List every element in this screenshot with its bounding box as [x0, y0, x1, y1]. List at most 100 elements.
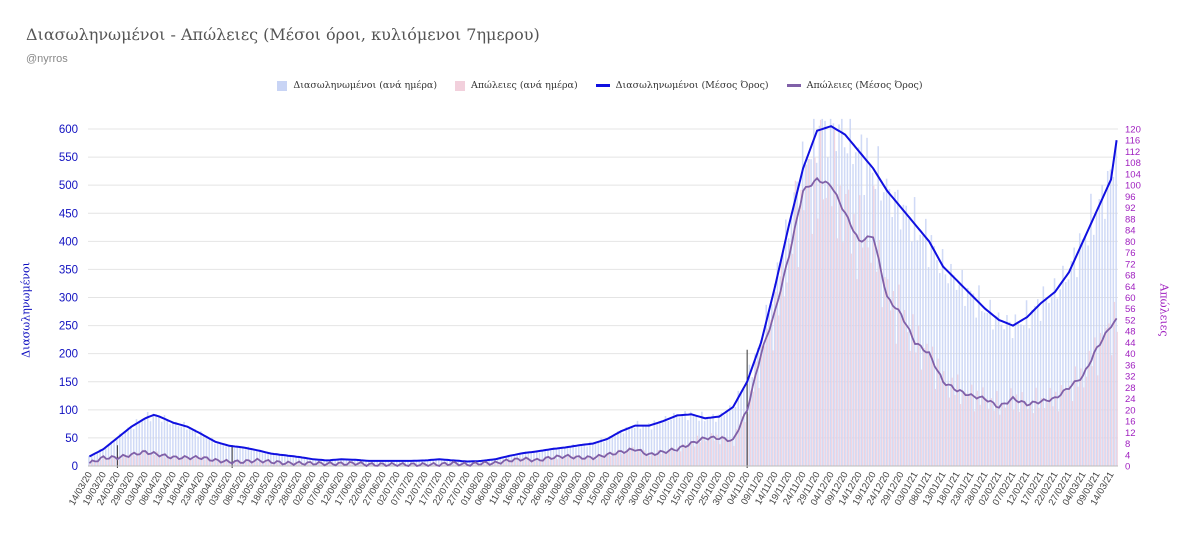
bar-daily-intubated [829, 118, 832, 466]
bar-daily-intubated [1036, 299, 1039, 466]
bar-daily-deaths [223, 461, 226, 466]
bar-daily-deaths [442, 463, 444, 466]
bar-daily-intubated [731, 407, 734, 466]
bar-daily-deaths [181, 456, 184, 466]
bar-daily-deaths [912, 314, 914, 466]
bar-daily-deaths [1032, 413, 1034, 466]
bar-daily-intubated [225, 446, 227, 466]
bar-daily-intubated [141, 420, 143, 466]
bar-daily-intubated [720, 412, 723, 466]
legend-item-avg-deaths[interactable]: Απώλειες (Μέσος Όρος) [786, 80, 923, 91]
bar-daily-intubated [625, 426, 628, 466]
bar-daily-deaths [248, 461, 251, 466]
bar-daily-deaths [780, 256, 782, 466]
bar-daily-intubated [762, 343, 765, 466]
y-tick-label-left: 50 [65, 433, 78, 445]
bar-daily-deaths [506, 460, 508, 466]
bar-daily-deaths [663, 451, 665, 466]
bar-daily-intubated [827, 157, 829, 467]
bar-daily-deaths [803, 210, 805, 466]
bar-daily-intubated [1070, 261, 1073, 466]
bar-daily-deaths [671, 447, 673, 466]
bar-daily-intubated [855, 152, 857, 466]
bar-daily-deaths [721, 435, 724, 466]
bar-daily-deaths [825, 197, 827, 467]
legend-item-avg-intubated[interactable]: Διασωληνωμένοι (Μέσος Όρος) [595, 80, 769, 91]
bar-daily-intubated [967, 287, 969, 466]
bar-daily-deaths [486, 463, 489, 466]
bar-daily-intubated [130, 425, 132, 466]
bar-daily-intubated [376, 460, 378, 466]
bar-daily-intubated [1081, 239, 1084, 466]
bar-daily-deaths [562, 456, 564, 466]
bar-daily-intubated [919, 234, 921, 466]
bar-daily-intubated [239, 446, 241, 466]
bar-daily-deaths [889, 310, 892, 466]
bar-daily-intubated [1095, 212, 1098, 466]
bar-daily-deaths [512, 460, 514, 466]
bar-daily-intubated [930, 235, 933, 466]
bar-daily-deaths [870, 262, 872, 466]
bar-daily-intubated [1098, 199, 1101, 466]
bar-daily-intubated [1115, 143, 1117, 466]
legend-item-daily-intubated[interactable]: Διασωληνωμένοι (ανά ημέρα) [277, 80, 437, 91]
bar-daily-intubated [1034, 305, 1036, 466]
bar-daily-intubated [664, 416, 667, 466]
bar-daily-intubated [944, 274, 947, 466]
bar-daily-intubated [1073, 247, 1075, 466]
y-tick-label-right: 52 [1125, 315, 1136, 326]
bar-daily-deaths [859, 195, 861, 466]
bar-daily-intubated [138, 422, 141, 466]
legend-item-daily-deaths[interactable]: Απώλειες (ανά ημέρα) [455, 80, 578, 91]
bar-daily-deaths [153, 454, 156, 466]
bar-daily-deaths [296, 463, 298, 466]
bar-daily-deaths [937, 358, 939, 466]
bar-daily-deaths [262, 461, 265, 466]
bar-daily-deaths [1043, 407, 1046, 466]
bar-daily-intubated [594, 443, 597, 466]
bar-daily-intubated [647, 423, 650, 466]
y-tick-label-left: 250 [59, 321, 78, 333]
bar-daily-deaths [1069, 385, 1071, 466]
bar-daily-deaths [819, 119, 822, 467]
y-tick-label-right: 120 [1125, 125, 1141, 136]
bar-daily-intubated [656, 422, 658, 466]
bar-daily-intubated [857, 147, 860, 466]
bar-daily-deaths [243, 462, 245, 466]
bar-daily-intubated [513, 454, 516, 466]
bar-daily-intubated [479, 460, 482, 466]
bar-daily-intubated [278, 455, 281, 466]
bar-daily-intubated [1025, 300, 1028, 466]
bar-daily-intubated [233, 448, 236, 466]
y-tick-label-right: 36 [1125, 360, 1136, 371]
y-tick-label-right: 48 [1125, 327, 1136, 338]
bar-daily-deaths [993, 410, 995, 466]
bar-daily-intubated [821, 118, 824, 466]
bar-daily-deaths [310, 463, 312, 466]
bar-daily-intubated [687, 420, 689, 466]
bar-daily-intubated [535, 449, 538, 466]
bar-daily-deaths [901, 318, 903, 466]
bar-daily-deaths [853, 214, 855, 466]
bar-daily-intubated [342, 459, 345, 466]
bar-daily-deaths [951, 377, 953, 466]
bar-daily-deaths [968, 393, 970, 466]
bar-daily-deaths [472, 464, 475, 466]
bar-daily-deaths [609, 455, 612, 466]
bar-daily-deaths [845, 193, 847, 466]
bar-daily-deaths [215, 459, 217, 466]
bar-daily-intubated [174, 421, 177, 466]
bar-daily-intubated [972, 293, 975, 466]
bar-daily-deaths [461, 463, 463, 466]
bar-daily-intubated [673, 412, 675, 466]
bar-daily-intubated [373, 461, 376, 466]
y-tick-label-right: 116 [1125, 136, 1140, 147]
bar-daily-deaths [1102, 338, 1104, 466]
bar-daily-intubated [505, 456, 507, 466]
bar-daily-deaths [850, 253, 852, 466]
bar-daily-deaths [1094, 337, 1096, 466]
bar-daily-deaths [206, 458, 209, 466]
bar-daily-deaths [136, 452, 139, 466]
bar-daily-deaths [716, 434, 718, 466]
bar-daily-deaths [369, 464, 371, 466]
